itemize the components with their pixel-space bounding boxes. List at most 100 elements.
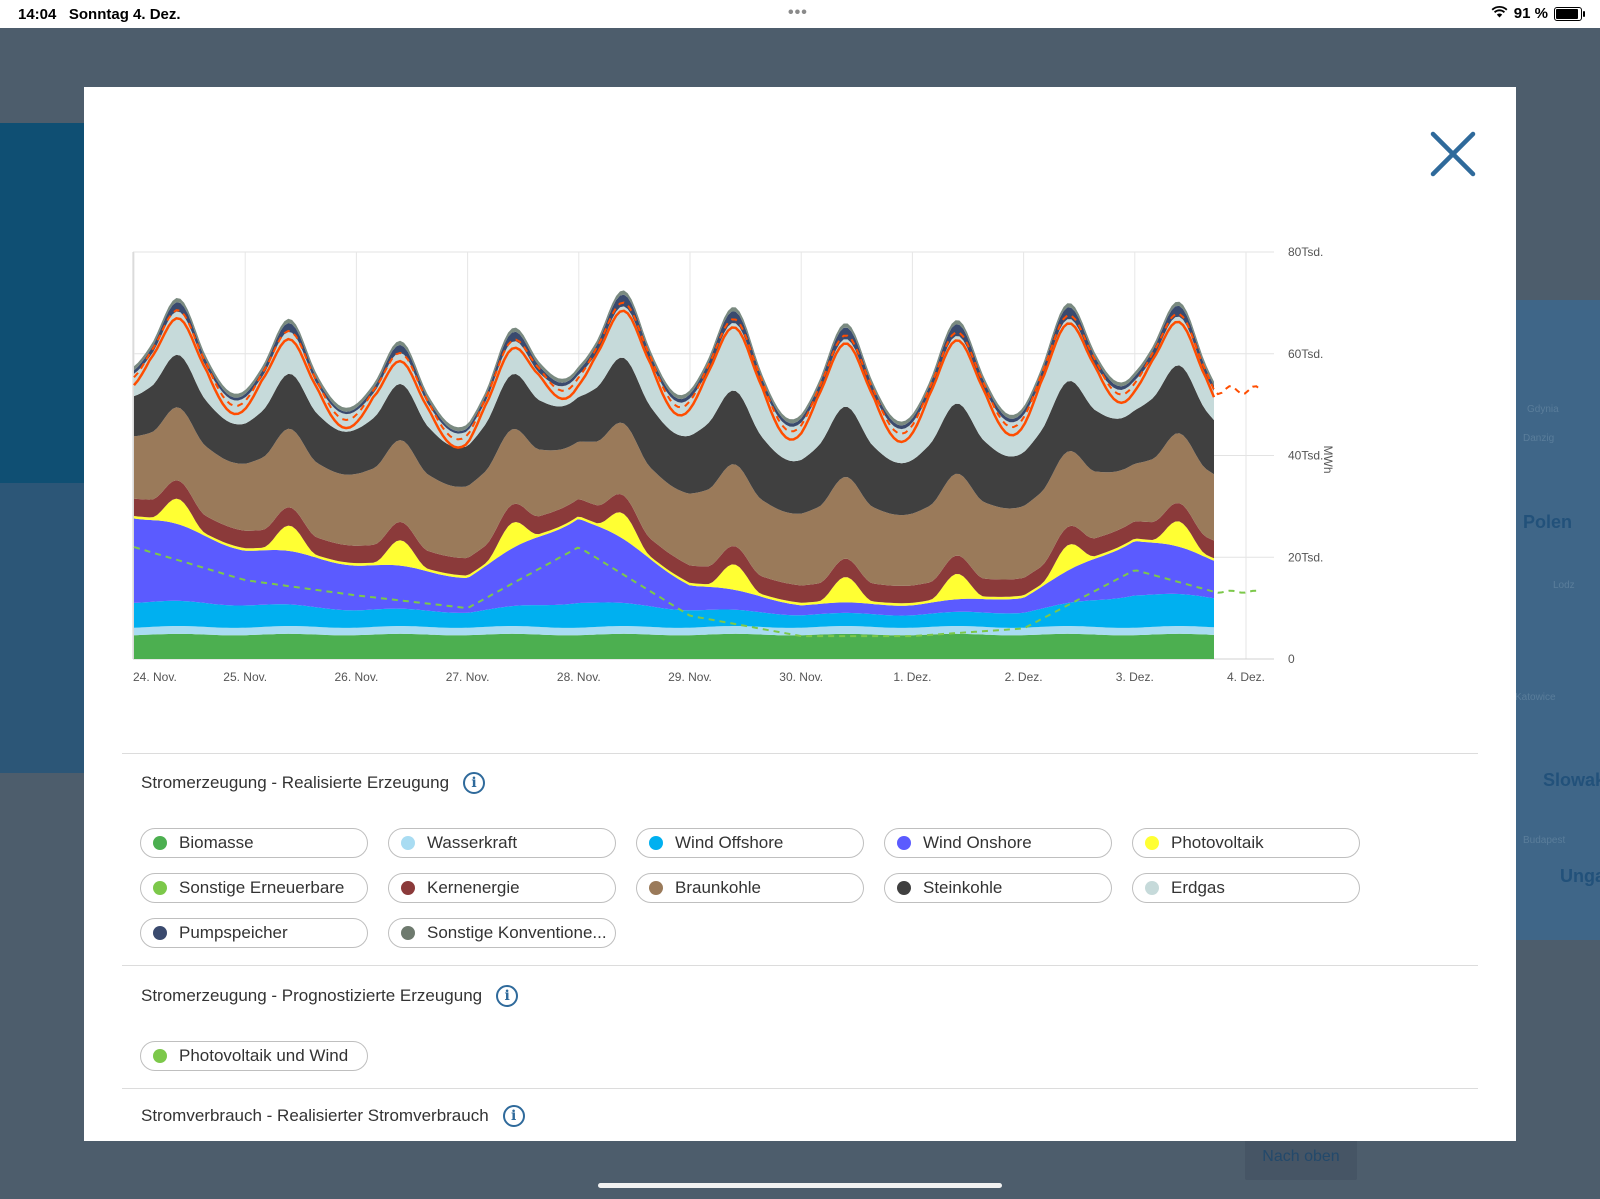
legend-color-dot — [897, 836, 911, 850]
wifi-icon — [1491, 5, 1508, 22]
chart-lines — [133, 301, 1261, 638]
area-erdgas — [134, 306, 1214, 464]
legend-label: Braunkohle — [675, 878, 762, 897]
legend-label: Sonstige Erneuerbare — [179, 878, 345, 897]
x-tick-label: 4. Dez. — [1227, 670, 1265, 684]
map-label: Gdynia — [1527, 404, 1559, 415]
y-tick-label: 80Tsd. — [1288, 245, 1323, 259]
legend-chip[interactable]: Sonstige Konventione... — [388, 918, 616, 948]
status-bar: 14:04 Sonntag 4. Dez. ••• 91 % — [0, 0, 1600, 28]
battery-icon — [1554, 6, 1585, 21]
legend-chip[interactable]: Wasserkraft — [388, 828, 616, 858]
x-tick-label: 3. Dez. — [1116, 670, 1154, 684]
y-axis-title: MWh — [1321, 446, 1335, 474]
legend-chip[interactable]: Wind Offshore — [636, 828, 864, 858]
legend-chip[interactable]: Biomasse — [140, 828, 368, 858]
legend-label: Photovoltaik — [1171, 833, 1264, 852]
map-label: Budapest — [1523, 835, 1566, 846]
multitask-dots-icon[interactable]: ••• — [788, 4, 808, 21]
generation-chart[interactable]: 24. Nov. 25. Nov. 26. Nov. 27. Nov. 28. Nov.… — [84, 87, 1516, 707]
legend-color-dot — [153, 1049, 167, 1063]
map-label: Slowak — [1543, 770, 1600, 790]
x-tick-label: 25. Nov. — [223, 670, 267, 684]
area-wind-onshore — [134, 518, 1214, 616]
x-tick-label: 24. Nov. — [133, 670, 177, 684]
y-tick-label: 20Tsd. — [1288, 550, 1323, 564]
line-verbrauch-realisiert — [133, 309, 1216, 449]
legend-chip[interactable]: Braunkohle — [636, 873, 864, 903]
legend-color-dot — [401, 926, 415, 940]
chart-areas — [134, 290, 1214, 659]
scroll-top-button[interactable]: Nach oben — [1245, 1140, 1357, 1180]
legend-label: Sonstige Konventione... — [427, 923, 607, 942]
legend-color-dot — [1145, 881, 1159, 895]
legend-label: Biomasse — [179, 833, 254, 852]
legend-chip[interactable]: Photovoltaik — [1132, 828, 1360, 858]
section-title-verbrauch: Stromverbrauch - Realisierter Stromverbr… — [141, 1105, 525, 1127]
legend-color-dot — [401, 881, 415, 895]
legend-chip[interactable]: Erdgas — [1132, 873, 1360, 903]
status-time: 14:04 Sonntag 4. Dez. — [18, 6, 181, 23]
y-axis-labels: 0 20Tsd. 40Tsd. 60Tsd. 80Tsd. — [1288, 245, 1323, 666]
info-icon[interactable]: i — [463, 772, 486, 794]
legend-label: Pumpspeicher — [179, 923, 288, 942]
battery-percent: 91 % — [1513, 5, 1548, 22]
background-map-left — [0, 483, 84, 773]
legend-label: Wind Onshore — [923, 833, 1032, 852]
map-label: Katowice — [1515, 692, 1556, 703]
area-steinkohle — [134, 354, 1214, 516]
line-verbrauch-prognose — [133, 301, 1261, 441]
legend-label: Photovoltaik und Wind — [179, 1046, 349, 1065]
legend-color-dot — [649, 836, 663, 850]
legend-chip[interactable]: Wind Onshore — [884, 828, 1112, 858]
close-icon — [1430, 131, 1476, 177]
area-kernenergie — [134, 480, 1214, 604]
legend-label: Wasserkraft — [427, 833, 518, 852]
x-tick-label: 27. Nov. — [446, 670, 490, 684]
y-tick-label: 40Tsd. — [1288, 449, 1323, 463]
divider — [122, 965, 1478, 966]
map-label: Danzig — [1523, 433, 1555, 444]
info-icon[interactable]: i — [502, 1105, 525, 1127]
chart-modal: 24. Nov. 25. Nov. 26. Nov. 27. Nov. 28. Nov.… — [84, 87, 1516, 1141]
status-right: 91 % — [1491, 5, 1585, 22]
x-tick-label: 1. Dez. — [893, 670, 931, 684]
legend-color-dot — [401, 836, 415, 850]
background-map: Gdynia Danzig Polen Lodz Katowice Slowak… — [1515, 300, 1600, 940]
legend-color-dot — [649, 881, 663, 895]
x-tick-label: 2. Dez. — [1005, 670, 1043, 684]
legend-chip[interactable]: Sonstige Erneuerbare — [140, 873, 368, 903]
legend-chip[interactable]: Pumpspeicher — [140, 918, 368, 948]
background-panel — [0, 123, 84, 483]
legend-chip[interactable]: Kernenergie — [388, 873, 616, 903]
y-tick-label: 0 — [1288, 652, 1295, 666]
legend-color-dot — [153, 881, 167, 895]
x-axis-labels: 24. Nov. 25. Nov. 26. Nov. 27. Nov. 28. Nov.… — [133, 670, 1265, 684]
x-tick-label: 26. Nov. — [334, 670, 378, 684]
home-indicator[interactable] — [598, 1183, 1002, 1188]
legend-chip[interactable]: Photovoltaik und Wind — [140, 1041, 368, 1071]
legend-label: Steinkohle — [923, 878, 1003, 897]
section-title-prognostiziert: Stromerzeugung - Prognostizierte Erzeugu… — [141, 985, 519, 1007]
x-tick-label: 30. Nov. — [779, 670, 823, 684]
map-label: Polen — [1523, 512, 1573, 532]
legend-label: Wind Offshore — [675, 833, 784, 852]
area-biomasse — [134, 633, 1214, 659]
legend-color-dot — [1145, 836, 1159, 850]
legend-chip[interactable]: Steinkohle — [884, 873, 1112, 903]
x-tick-label: 28. Nov. — [557, 670, 601, 684]
divider — [122, 753, 1478, 754]
legend-label: Kernenergie — [427, 878, 520, 897]
close-button[interactable] — [1430, 131, 1476, 177]
legend-color-dot — [897, 881, 911, 895]
area-wind-offshore — [134, 593, 1214, 628]
legend-color-dot — [153, 926, 167, 940]
y-tick-label: 60Tsd. — [1288, 347, 1323, 361]
legend-label: Erdgas — [1171, 878, 1225, 897]
x-tick-label: 29. Nov. — [668, 670, 712, 684]
info-icon[interactable]: i — [496, 985, 519, 1007]
section-title-realisiert: Stromerzeugung - Realisierte Erzeugung i — [141, 772, 486, 794]
area-braunkohle — [134, 407, 1214, 586]
map-label: Unga — [1560, 866, 1600, 886]
legend-color-dot — [153, 836, 167, 850]
